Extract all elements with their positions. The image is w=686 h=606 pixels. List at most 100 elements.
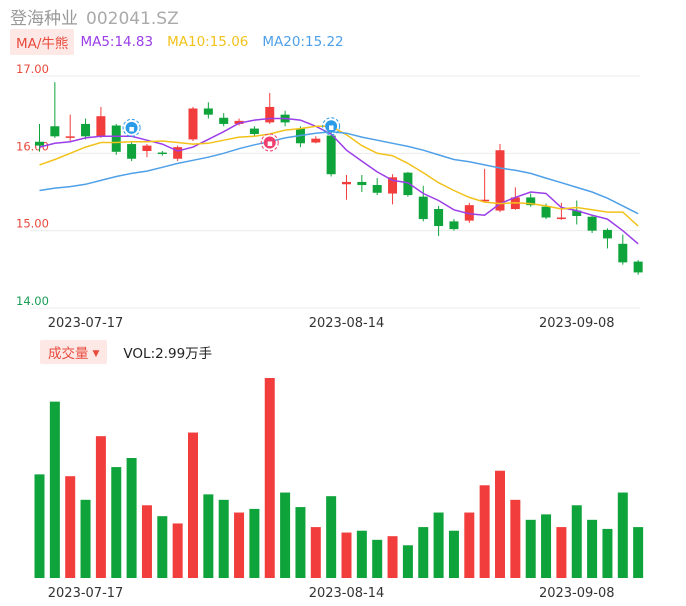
candle-body — [81, 123, 91, 137]
candle-body — [142, 145, 152, 152]
candle-body — [188, 108, 198, 140]
volume-bar — [264, 378, 275, 578]
candle-body — [203, 108, 213, 115]
candle-body — [556, 217, 566, 220]
volume-bar — [418, 527, 429, 578]
volume-indicator-selector[interactable]: 成交量 ▼ — [40, 340, 108, 364]
volume-bar — [448, 530, 459, 578]
candle-body — [65, 136, 75, 138]
signal-marker-glyph: ▪ — [267, 139, 273, 149]
signal-marker-glyph: ▪ — [129, 124, 135, 134]
volume-bar — [587, 519, 598, 578]
volume-bar — [126, 458, 137, 578]
volume-date-axis-label: 2023-09-08 — [539, 586, 615, 601]
candle-body — [326, 135, 336, 175]
ma-indicator-selector[interactable]: MA/牛熊 — [10, 29, 75, 55]
signal-marker-glyph: ▪ — [328, 123, 334, 133]
volume-bar — [80, 499, 91, 578]
volume-bar — [372, 539, 383, 578]
volume-bar — [464, 512, 475, 578]
price-axis-label: 14.00 — [16, 294, 49, 308]
volume-bar — [111, 467, 122, 578]
candle-body — [111, 125, 121, 152]
candle-body — [572, 210, 582, 216]
volume-bar — [310, 527, 321, 578]
volume-bar — [356, 530, 367, 578]
date-axis-label: 2023-07-17 — [48, 316, 124, 331]
ma5-line — [39, 117, 639, 245]
volume-bar — [633, 527, 644, 578]
candle-body — [265, 106, 275, 123]
candle-body — [173, 147, 183, 159]
signal-marker-icon — [263, 136, 276, 149]
signal-marker-ring — [122, 118, 141, 137]
ma20-line — [39, 130, 639, 215]
candle-body — [388, 177, 398, 194]
volume-bar — [280, 492, 291, 578]
ma-legend: MA/牛熊 MA5:14.83 MA10:15.06 MA20:15.22 — [10, 29, 358, 55]
volume-bar — [341, 532, 352, 578]
ma20-legend: MA20:15.22 — [262, 34, 344, 50]
candle-body — [342, 181, 351, 185]
candle-body — [418, 196, 428, 220]
candle-body — [403, 172, 413, 196]
volume-value: VOL:2.99万手 — [123, 346, 213, 362]
candle-body — [526, 197, 536, 206]
candle-body — [618, 243, 628, 263]
candle-body — [96, 116, 106, 137]
volume-bar — [433, 512, 444, 578]
volume-bar — [541, 514, 552, 578]
candle-body — [464, 205, 474, 221]
candle-body — [234, 120, 244, 124]
date-axis-label: 2023-08-14 — [309, 316, 385, 331]
volume-date-axis-label: 2023-08-14 — [309, 586, 385, 601]
stock-title: 登海种业 002041.SZ — [10, 4, 179, 29]
candle-body — [157, 152, 167, 155]
volume-bar — [157, 516, 168, 578]
signal-marker-ring — [322, 117, 341, 136]
candle-body — [219, 117, 229, 124]
volume-bar — [602, 528, 613, 578]
volume-legend: 成交量 ▼ VOL:2.99万手 — [40, 340, 213, 364]
candle-body — [541, 206, 551, 218]
volume-bar — [141, 505, 152, 578]
ma5-legend: MA5:14.83 — [80, 34, 154, 50]
volume-bar — [617, 492, 628, 578]
volume-date-axis-label: 2023-07-17 — [48, 586, 124, 601]
volume-bar — [34, 474, 45, 578]
candle-body — [35, 141, 44, 146]
candle-body — [449, 221, 459, 230]
candle-body — [480, 199, 490, 202]
dropdown-arrow-icon: ▼ — [92, 349, 100, 359]
volume-bar — [172, 523, 183, 578]
volume-bar — [571, 505, 582, 578]
volume-bar — [295, 507, 306, 578]
candle-body — [587, 216, 597, 231]
candle-body — [249, 128, 259, 134]
candle-body — [311, 138, 321, 143]
candle-body — [495, 150, 505, 211]
volume-tag-label: 成交量 — [48, 346, 89, 362]
volume-bar — [49, 401, 60, 578]
volume-bar — [525, 519, 536, 578]
ma10-legend: MA10:15.06 — [167, 34, 249, 50]
signal-marker-ring — [260, 133, 279, 152]
volume-bar — [479, 485, 490, 578]
candle-body — [633, 261, 643, 273]
volume-bar — [249, 508, 260, 578]
candle-body — [127, 144, 137, 159]
volume-bar — [188, 432, 198, 578]
stock-code: 002041.SZ — [86, 9, 179, 29]
volume-bar — [95, 436, 106, 578]
candle-body — [434, 209, 444, 227]
volume-bar — [495, 470, 505, 578]
signal-marker-icon — [125, 121, 138, 134]
volume-bar — [218, 499, 229, 578]
volume-bar — [65, 476, 76, 578]
volume-bar — [556, 527, 567, 578]
volume-bar — [203, 494, 214, 578]
price-axis-label: 15.00 — [16, 217, 49, 231]
ma10-line — [39, 125, 639, 227]
candle-body — [372, 185, 382, 193]
